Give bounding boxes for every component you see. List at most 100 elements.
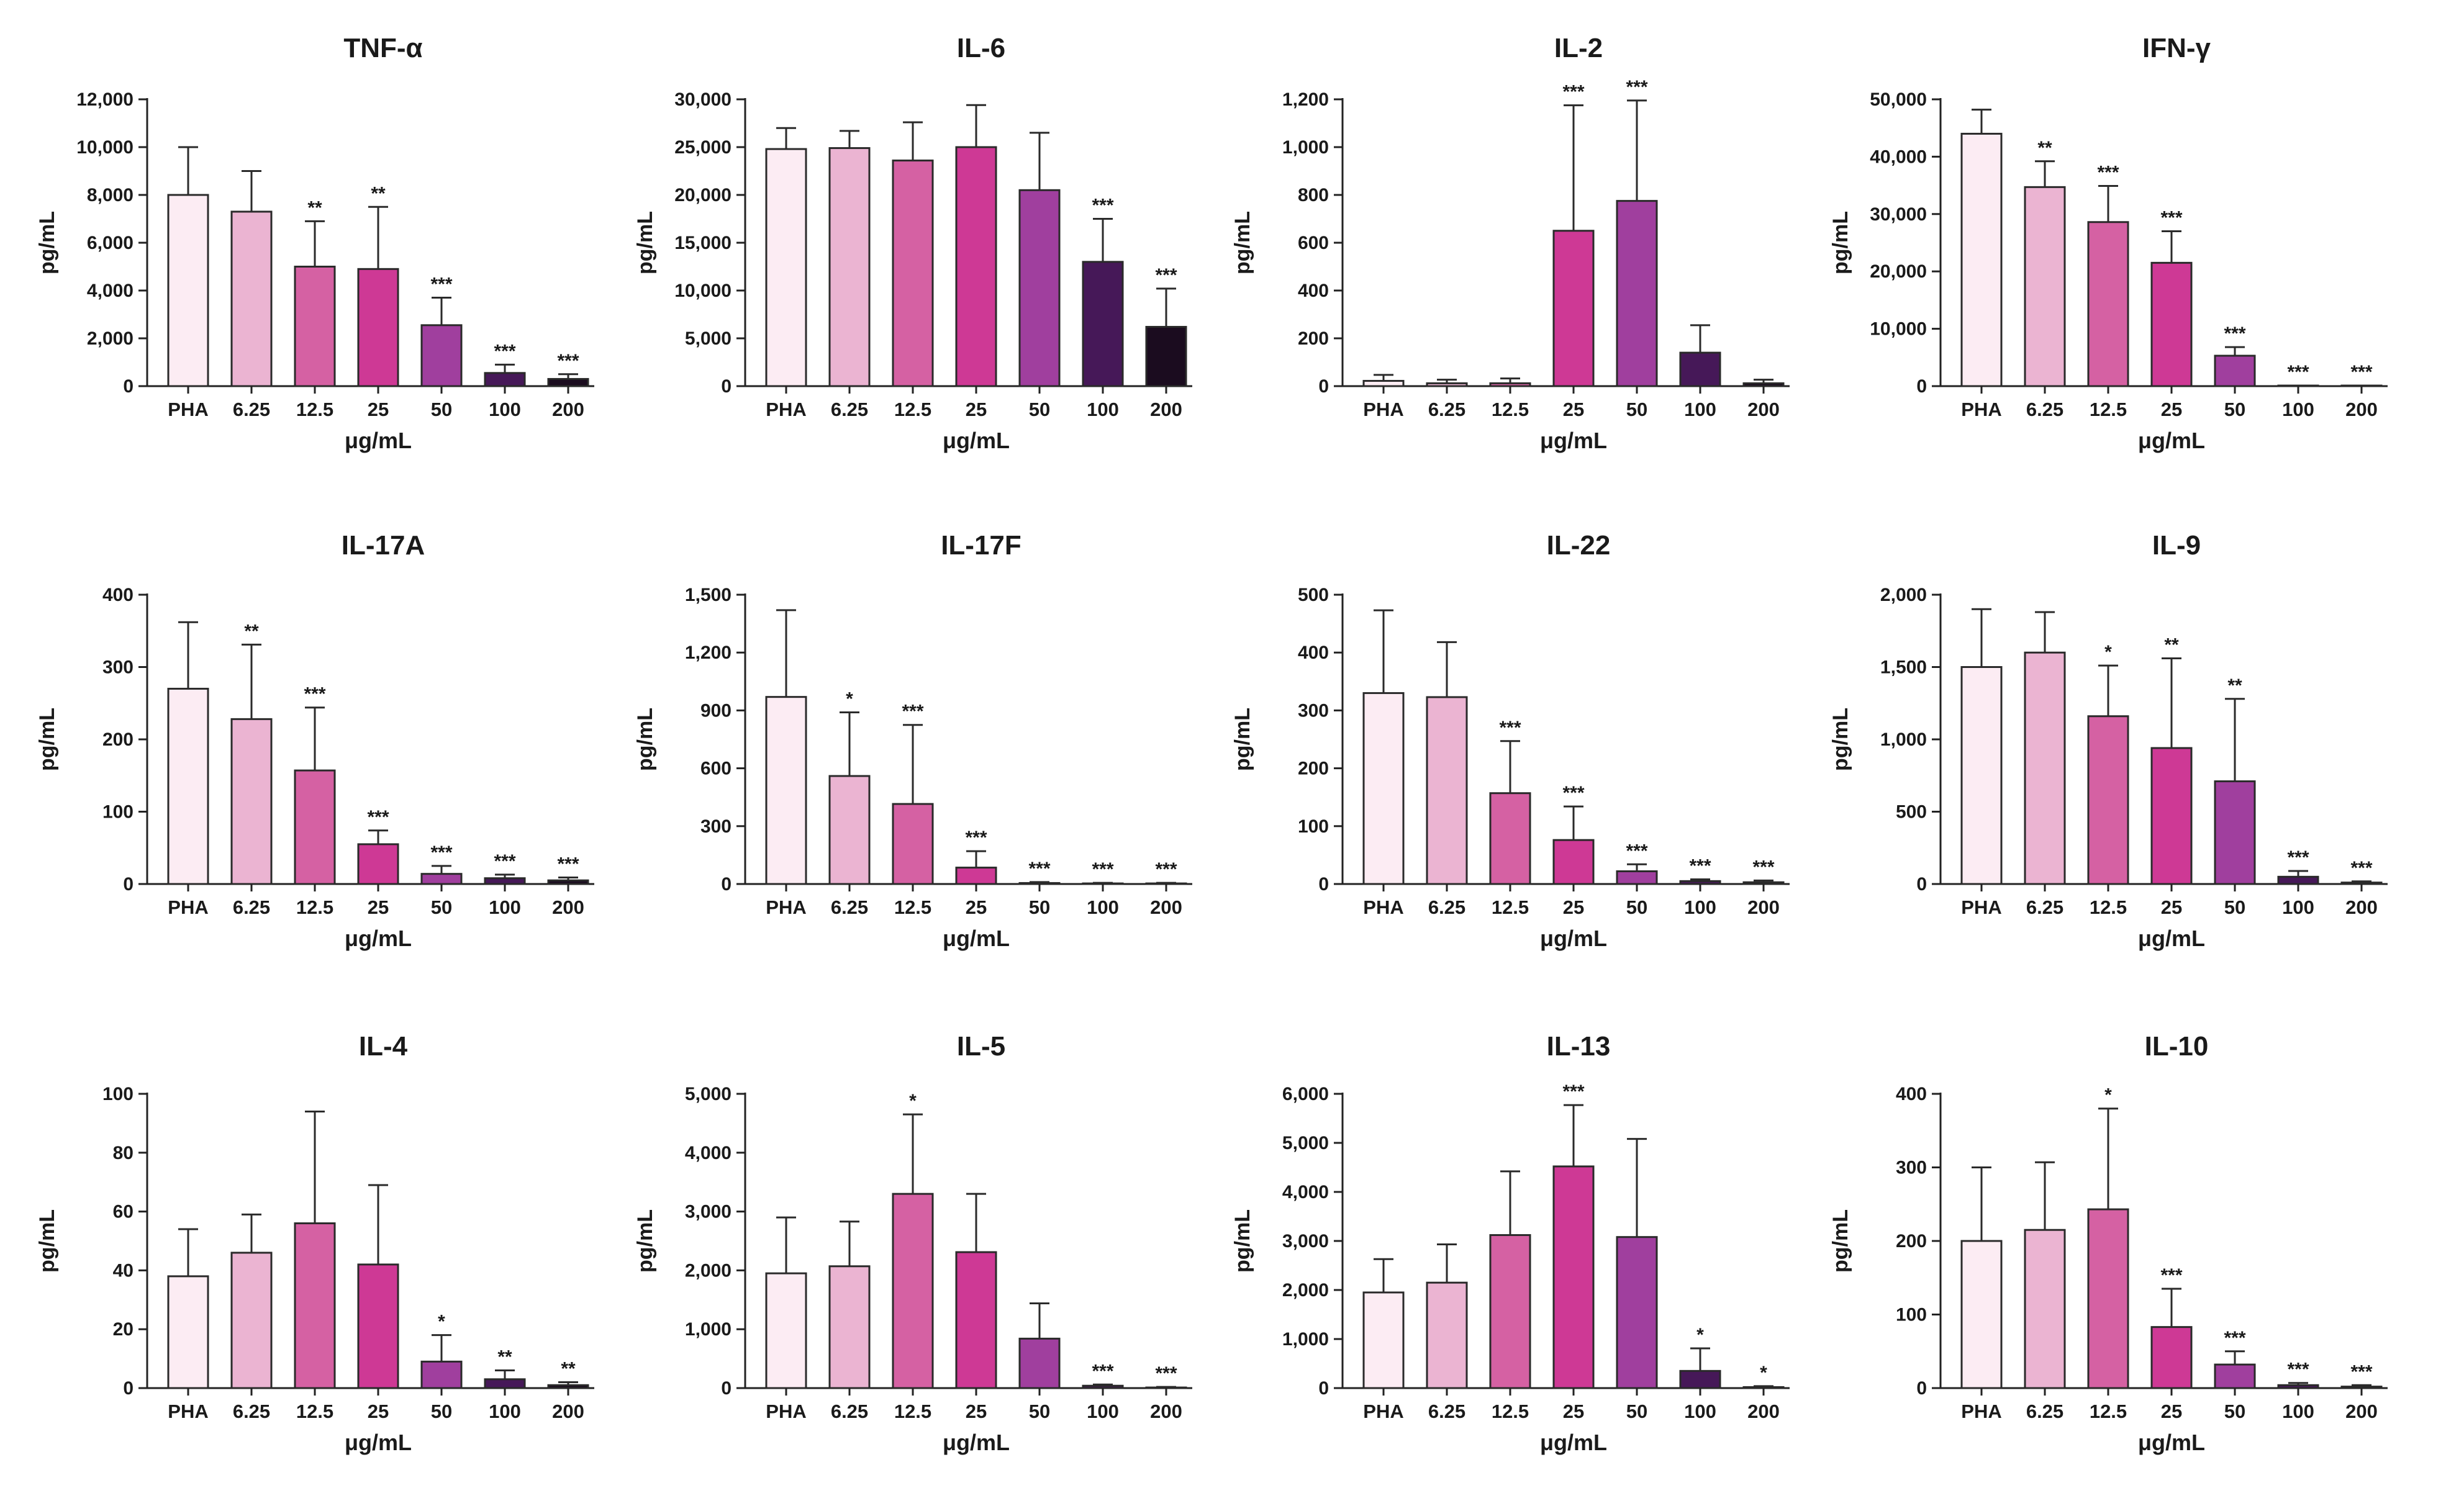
y-tick-label: 2,000 [685,1260,732,1281]
bar [1362,692,1405,885]
y-tick-label: 0 [1916,376,1927,397]
significance-marker: *** [1689,856,1711,877]
x-tick-label: 12.5 [894,1401,931,1422]
x-axis-label: μg/mL [345,926,412,951]
x-tick-label: PHA [168,399,208,420]
y-tick-label: 4,000 [87,281,134,301]
y-tick-label: 5,000 [1282,1133,1329,1153]
panel-il-5: IL-5 0 1,000 2,000 3,000 4,000 5,000 pg/mL PHA 6.… [633,1031,1192,1455]
y-tick-label: 1,000 [1880,729,1927,750]
y-axis-label: pg/mL [1829,211,1852,274]
y-tick-label: 1,500 [1880,657,1927,678]
x-tick-label: 12.5 [1492,1401,1529,1422]
x-tick-label: 6.25 [831,399,868,420]
panel-il-22: IL-22 0 100 200 300 400 500 pg/mL PHA 6.25 *** 12.5… [1231,530,1790,951]
bar [484,1378,526,1389]
bar [1552,230,1595,387]
significance-marker: *** [557,351,579,371]
x-tick-label: 200 [552,1401,584,1422]
x-axis-label: μg/mL [2138,428,2205,453]
x-tick-label: 6.25 [2026,1401,2063,1422]
y-tick-label: 20,000 [674,185,732,205]
significance-marker: *** [2224,1328,2245,1348]
bar [2340,882,2383,885]
panel-il-17a: IL-17A 0 100 200 300 400 pg/mL PHA ** 6.25 *** 12.5… [35,530,594,951]
panel-title: IL-4 [359,1031,408,1062]
x-tick-label: 100 [2282,399,2314,420]
y-axis-label: pg/mL [1829,708,1852,771]
x-tick-label: 12.5 [1492,399,1529,420]
bar [1362,1291,1405,1389]
bar [828,147,871,387]
bar [955,146,997,387]
significance-marker: *** [494,341,515,361]
y-tick-label: 0 [1318,376,1329,397]
y-tick-label: 1,000 [1282,1329,1329,1350]
y-tick-label: 0 [1318,1378,1329,1399]
significance-marker: *** [2224,323,2245,344]
significance-marker: * [2104,1085,2112,1106]
panel-title: IL-5 [957,1031,1005,1062]
bar [765,1272,807,1389]
x-tick-label: 50 [431,399,452,420]
y-tick-label: 800 [1298,185,1329,205]
significance-marker: ** [2227,675,2242,696]
y-tick-label: 100 [102,1084,134,1104]
x-tick-label: 6.25 [831,896,868,918]
y-tick-label: 300 [700,816,732,837]
significance-marker: *** [1752,857,1774,877]
bar [1960,1240,2003,1389]
y-tick-label: 60 [113,1202,134,1222]
x-tick-label: 50 [2224,1401,2245,1422]
y-tick-label: 500 [1298,585,1329,605]
bar [167,194,209,387]
panel-il-10: IL-10 0 100 200 300 400 pg/mL PHA 6.25 * 12.5 *** 25… [1829,1031,2388,1455]
x-tick-label: PHA [168,1401,208,1422]
bar [1616,1236,1658,1389]
bar [2150,747,2193,885]
significance-marker: * [1760,1363,1767,1383]
x-tick-label: PHA [766,896,806,918]
significance-marker: * [1696,1325,1704,1345]
significance-marker: *** [367,807,389,828]
y-tick-label: 4,000 [685,1143,732,1163]
x-tick-label: 12.5 [894,896,931,918]
significance-marker: ** [371,183,386,204]
significance-marker: *** [304,684,325,705]
x-tick-label: 6.25 [233,399,270,420]
x-axis-label: μg/mL [345,428,412,453]
y-axis-label: pg/mL [1829,1209,1852,1273]
bar [1082,1384,1124,1389]
x-tick-label: 6.25 [831,1401,868,1422]
bar [2277,1384,2319,1389]
significance-marker: *** [1499,718,1521,738]
x-axis-label: μg/mL [1540,926,1607,951]
y-tick-label: 0 [721,874,732,895]
panel-title: IL-9 [2152,530,2201,561]
y-tick-label: 600 [700,759,732,779]
bar [2150,261,2193,387]
significance-marker: *** [1092,1361,1113,1381]
y-tick-label: 40 [113,1260,134,1281]
bar [294,769,336,885]
x-tick-label: 12.5 [296,399,333,420]
significance-marker: *** [1562,82,1584,102]
y-axis-label: pg/mL [35,211,59,274]
y-tick-label: 0 [721,376,732,397]
bar [167,1275,209,1389]
x-tick-label: 100 [1684,399,1716,420]
bar [1960,132,2003,387]
y-tick-label: 20,000 [1870,261,1927,282]
significance-marker: *** [1092,859,1113,880]
bar [357,268,399,387]
x-tick-label: 50 [2224,399,2245,420]
bar [1489,792,1531,885]
x-axis-label: μg/mL [345,1430,412,1455]
bar [230,718,273,885]
panel-il-17f: IL-17F 0 300 600 900 1,200 1,500 pg/mL PHA * 6.25 *… [633,530,1192,951]
y-tick-label: 300 [1298,700,1329,721]
x-axis-label: μg/mL [943,1430,1010,1455]
bar [2340,1386,2383,1389]
y-tick-label: 1,000 [1282,137,1329,158]
y-axis-label: pg/mL [1231,1209,1254,1273]
